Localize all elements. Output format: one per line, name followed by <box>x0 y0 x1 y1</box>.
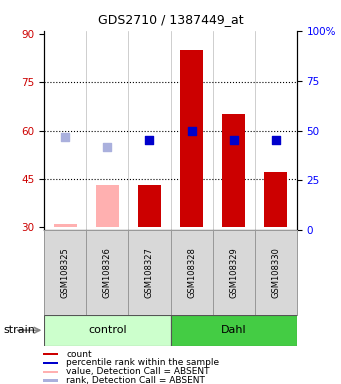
Point <box>147 137 152 143</box>
Text: percentile rank within the sample: percentile rank within the sample <box>66 358 219 367</box>
Text: control: control <box>88 325 127 335</box>
Bar <box>86 230 129 315</box>
Text: GSM108327: GSM108327 <box>145 247 154 298</box>
Text: GSM108328: GSM108328 <box>187 247 196 298</box>
Point <box>273 137 278 143</box>
Text: value, Detection Call = ABSENT: value, Detection Call = ABSENT <box>66 367 209 376</box>
Text: GSM108330: GSM108330 <box>271 247 280 298</box>
Bar <box>43 379 58 382</box>
Text: count: count <box>66 349 92 359</box>
Bar <box>43 353 58 355</box>
Bar <box>255 230 297 315</box>
Text: GDS2710 / 1387449_at: GDS2710 / 1387449_at <box>98 13 243 26</box>
Bar <box>44 315 170 346</box>
Bar <box>264 172 287 227</box>
Bar <box>43 371 58 373</box>
Text: GSM108326: GSM108326 <box>103 247 112 298</box>
Point <box>63 134 68 140</box>
Bar <box>138 185 161 227</box>
Text: strain: strain <box>3 325 35 335</box>
Bar <box>222 114 245 227</box>
Bar <box>212 230 255 315</box>
Text: Dahl: Dahl <box>221 325 247 335</box>
Bar <box>129 230 170 315</box>
Point <box>189 127 194 134</box>
Text: GSM108325: GSM108325 <box>61 247 70 298</box>
Text: GSM108329: GSM108329 <box>229 247 238 298</box>
Bar <box>54 224 77 227</box>
Point <box>105 144 110 150</box>
Bar <box>96 185 119 227</box>
Point <box>231 137 236 143</box>
Bar <box>44 230 86 315</box>
Bar <box>180 50 203 227</box>
Bar <box>170 315 297 346</box>
Bar <box>170 230 212 315</box>
Text: rank, Detection Call = ABSENT: rank, Detection Call = ABSENT <box>66 376 205 384</box>
Bar <box>43 362 58 364</box>
